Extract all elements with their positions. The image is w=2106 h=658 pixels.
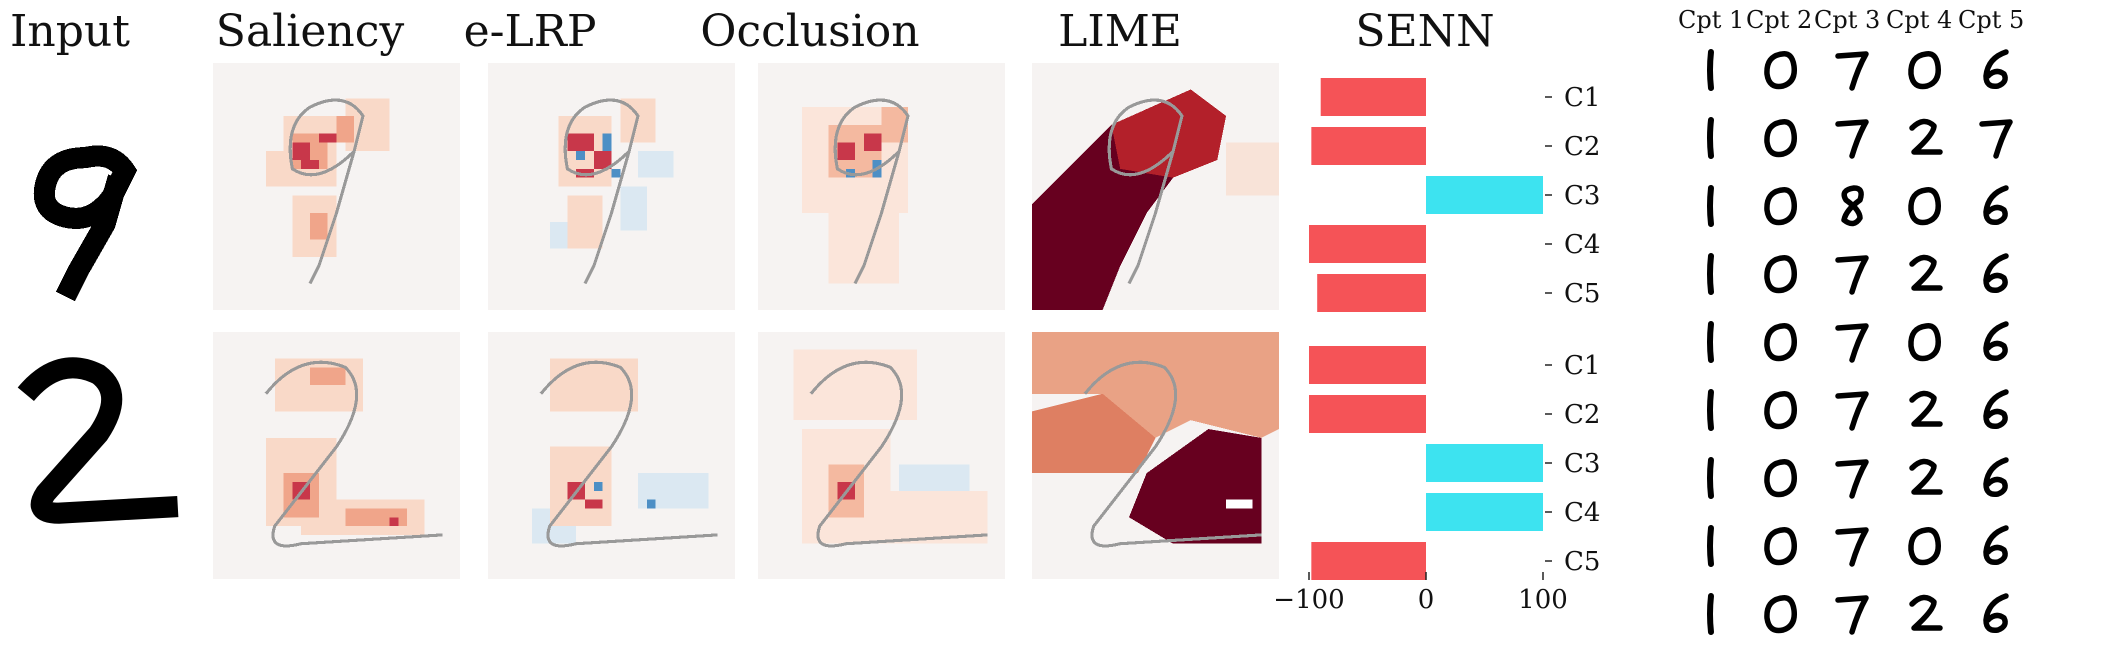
senn-bar-c2	[1311, 127, 1426, 165]
elrp-map-nine	[488, 63, 735, 310]
concept-prototype-digit	[1896, 248, 1954, 300]
concept-header-3: Cpt 3	[1814, 6, 1881, 34]
concept-prototype-digit	[1968, 452, 2026, 504]
senn-ytick-label: C5	[1564, 279, 1600, 309]
senn-xtick-label: 100	[1518, 585, 1568, 615]
occlusion-map-two	[758, 332, 1005, 579]
concept-prototype-digit	[1680, 248, 1738, 300]
senn-ytick-label: C1	[1564, 351, 1600, 381]
concept-prototype-digit	[1680, 180, 1738, 232]
senn-ytick-label: C2	[1564, 132, 1600, 162]
concept-header-2: Cpt 2	[1746, 6, 1813, 34]
concept-prototype-digit	[1824, 112, 1882, 164]
senn-bar-charts: C1 C2 C3 C4 C5 C1 C2 C3 C4 C5 −100 0 100	[1273, 78, 1600, 615]
senn-ytick-label: C4	[1564, 498, 1600, 528]
lime-map-two	[1032, 332, 1279, 579]
concept-prototype-digit	[1752, 588, 1810, 640]
concept-prototype-digit	[1680, 44, 1738, 96]
senn-bar-c4	[1426, 493, 1543, 531]
concept-prototype-digit	[1824, 44, 1882, 96]
senn-ytick-label: C3	[1564, 181, 1600, 211]
occlusion-map-nine	[758, 63, 1005, 310]
input-digit-two	[6, 348, 191, 533]
senn-bar-c2	[1309, 395, 1426, 433]
concept-prototype-digit	[1752, 316, 1810, 368]
concept-prototype-digit	[1968, 180, 2026, 232]
title-lime: LIME	[1058, 6, 1182, 57]
concept-prototype-digit	[1968, 316, 2026, 368]
concept-prototype-digit	[1968, 384, 2026, 436]
senn-ytick-label: C4	[1564, 230, 1600, 260]
concept-prototype-digit	[1680, 588, 1738, 640]
saliency-map-nine	[213, 63, 460, 310]
concept-prototypes: Cpt 1 Cpt 2 Cpt 3 Cpt 4 Cpt 5	[1640, 0, 2106, 658]
concept-prototype-digit	[1896, 384, 1954, 436]
senn-bar-c3	[1426, 176, 1543, 214]
senn-bar-c1	[1309, 346, 1426, 384]
concept-header-5: Cpt 5	[1958, 6, 2025, 34]
concept-prototype-digit	[1896, 520, 1954, 572]
concept-prototype-digit	[1752, 180, 1810, 232]
concept-prototype-digit	[1968, 520, 2026, 572]
concept-prototype-digit	[1680, 384, 1738, 436]
concept-prototype-digit	[1824, 452, 1882, 504]
senn-ytick-label: C5	[1564, 547, 1600, 577]
concept-prototype-digit	[1824, 520, 1882, 572]
title-occlusion: Occlusion	[700, 6, 920, 57]
senn-bar-c5	[1311, 542, 1426, 580]
concept-prototype-digit	[1968, 112, 2026, 164]
concept-prototype-digit	[1824, 248, 1882, 300]
concept-prototype-digit	[1824, 384, 1882, 436]
concept-prototype-digit	[1896, 316, 1954, 368]
senn-xtick-label: −100	[1273, 585, 1344, 615]
senn-chart-2: C1 C2 C3 C4 C5	[1309, 346, 1600, 580]
concept-prototype-digit	[1752, 112, 1810, 164]
senn-bar-c3	[1426, 444, 1543, 482]
concept-prototype-digit	[1680, 520, 1738, 572]
input-digit-nine	[6, 118, 191, 303]
senn-xtick-label: 0	[1418, 585, 1435, 615]
concept-prototype-digit	[1896, 44, 1954, 96]
senn-ytick-label: C1	[1564, 83, 1600, 113]
concept-prototype-digit	[1968, 248, 2026, 300]
senn-ytick-label: C2	[1564, 400, 1600, 430]
concept-prototype-digit	[1752, 384, 1810, 436]
concept-prototype-digit	[1752, 452, 1810, 504]
concept-prototype-digit	[1752, 248, 1810, 300]
elrp-map-two	[488, 332, 735, 579]
title-input: Input	[10, 6, 130, 57]
concept-prototype-digit	[1968, 588, 2026, 640]
senn-chart-1: C1 C2 C3 C4 C5	[1309, 78, 1600, 312]
concept-prototype-digit	[1824, 588, 1882, 640]
concept-prototype-digit	[1896, 452, 1954, 504]
concept-prototype-digit	[1680, 316, 1738, 368]
concept-prototype-digit	[1680, 112, 1738, 164]
title-saliency: Saliency	[215, 6, 405, 57]
concept-prototype-digit	[1896, 112, 1954, 164]
concept-header-1: Cpt 1	[1678, 6, 1745, 34]
concept-prototype-digit	[1680, 452, 1738, 504]
title-elrp: e-LRP	[463, 6, 597, 57]
concept-prototype-digit	[1968, 44, 2026, 96]
concept-header-4: Cpt 4	[1886, 6, 1953, 34]
senn-ytick-label: C3	[1564, 449, 1600, 479]
concept-prototype-digit	[1752, 44, 1810, 96]
lime-map-nine	[1032, 63, 1279, 310]
senn-bar-c4	[1309, 225, 1426, 263]
senn-bar-c1	[1320, 78, 1426, 116]
senn-bar-c5	[1317, 274, 1426, 312]
title-senn: SENN	[1355, 6, 1495, 57]
concept-prototype-digit	[1896, 588, 1954, 640]
concept-prototype-digit	[1824, 180, 1882, 232]
concept-prototype-digit	[1752, 520, 1810, 572]
concept-prototype-digit	[1896, 180, 1954, 232]
saliency-map-two	[213, 332, 460, 579]
concept-prototype-digit	[1824, 316, 1882, 368]
